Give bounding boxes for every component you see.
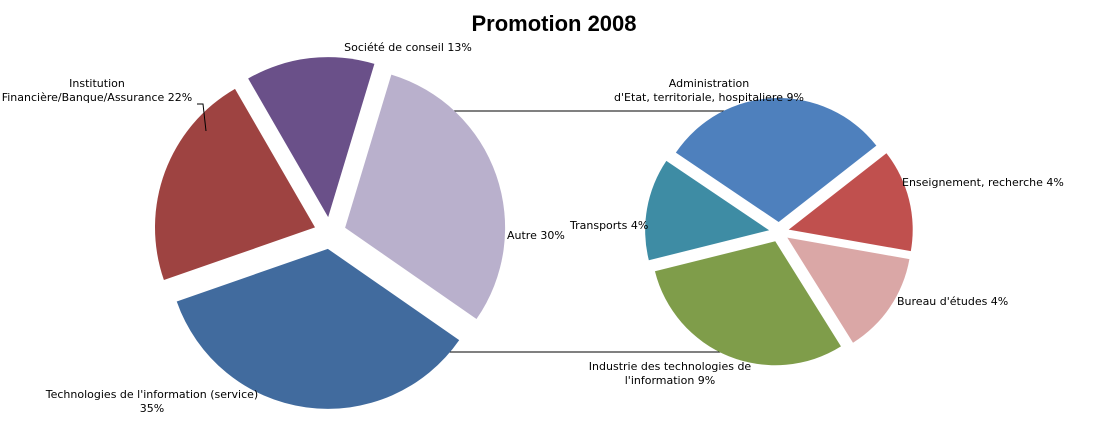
secondary-slice-industrie-des-technologies-de (654, 241, 841, 366)
data-label-enseignement-recherche-4: Enseignement, recherche 4% (902, 176, 1064, 189)
main-slice-institution (155, 88, 316, 281)
data-label-institution: Institution Financière/Banque/Assurance 2… (2, 77, 193, 104)
main-slice-societe-de-conseil-13 (248, 57, 375, 218)
chart-title: Promotion 2008 (471, 11, 636, 36)
data-label-transports-4: Transports 4% (569, 219, 648, 232)
secondary-slice-enseignement-recherche-4 (788, 153, 913, 252)
main-slice-technologies-de-l-information-service (176, 248, 460, 409)
secondary-slice-transports-4 (645, 160, 770, 261)
data-label-industrie-des-technologies-de: Industrie des technologies de l'informati… (589, 360, 752, 387)
secondary-slice-administration (675, 98, 877, 223)
secondary-slice-bureau-d-etudes-4 (787, 237, 910, 343)
data-label-autre-30: Autre 30% (507, 229, 565, 242)
data-label-administration: Administration d'Etat, territoriale, hosp… (614, 77, 804, 104)
leader-line-institution (197, 103, 207, 132)
data-label-societe-de-conseil-13: Société de conseil 13% (344, 41, 472, 54)
main-slice-autre-30 (345, 74, 506, 320)
data-label-bureau-d-etudes-4: Bureau d'études 4% (897, 295, 1008, 308)
data-label-technologies-de-l-information-service: Technologies de l'information (service) 3… (45, 388, 258, 415)
